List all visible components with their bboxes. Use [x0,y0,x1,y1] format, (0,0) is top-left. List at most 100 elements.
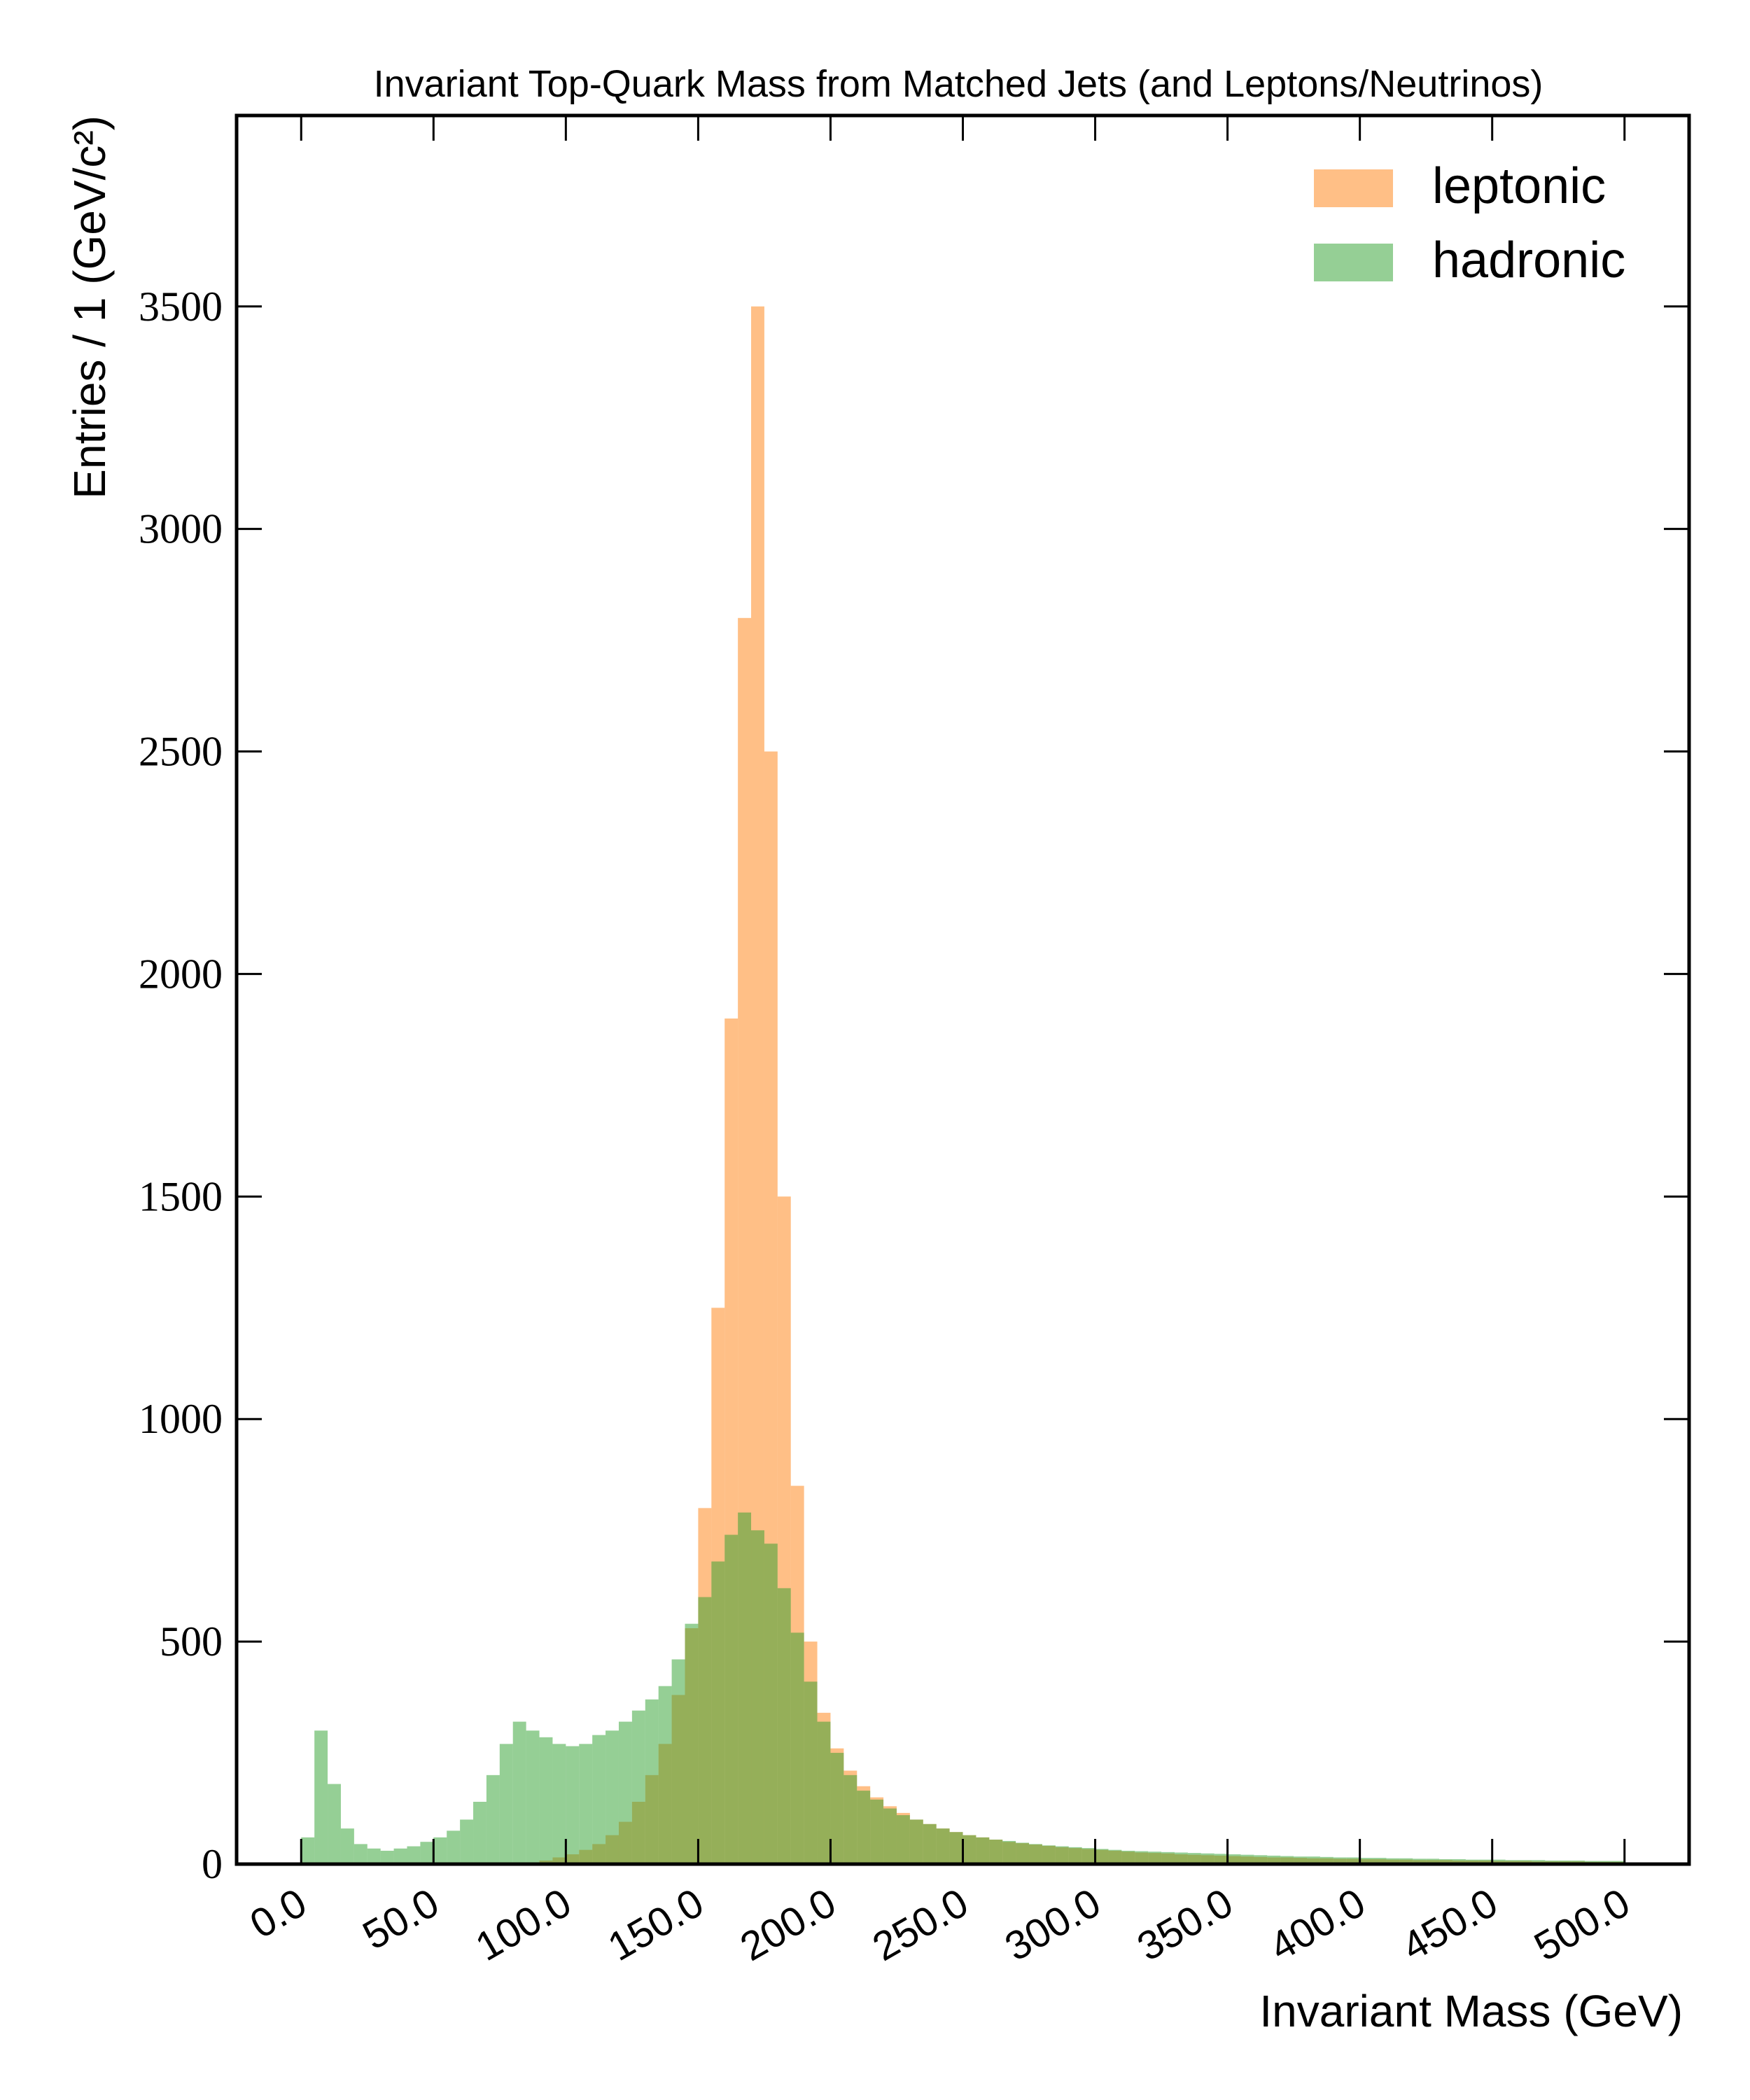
histogram-bar [976,1837,990,1864]
histogram-bar [1254,1855,1268,1864]
legend-label: hadronic [1432,232,1625,288]
y-axis-label: Entries / 1 (GeV/c²) [64,115,115,499]
histogram-bar [592,1735,606,1864]
histogram-bar [711,1561,725,1864]
histogram-bar [1135,1851,1149,1864]
legend-swatch [1314,169,1393,207]
legend: leptonic hadronic [1314,158,1625,288]
histogram-bar [909,1819,923,1864]
y-tick-label: 500 [160,1618,223,1665]
histogram-bar [658,1686,672,1864]
histogram-bar [328,1784,341,1864]
histogram-bar [512,1721,526,1864]
histogram-bar [1108,1849,1122,1864]
histogram-bar [1174,1852,1188,1864]
histogram-bar [817,1721,831,1864]
histogram-bar [962,1835,976,1864]
histogram-bar [1187,1853,1201,1864]
histogram-bar [1359,1858,1373,1864]
histogram-bar [631,1710,645,1864]
histogram-bar [724,1534,738,1864]
histogram-bar [1016,1842,1030,1864]
histogram-bar [1386,1858,1400,1864]
histogram-bar [764,1544,778,1864]
histogram-bar [1532,1860,1546,1864]
histogram-bar [1426,1858,1440,1864]
histogram-bar [1333,1857,1347,1864]
histogram-bar [1545,1860,1559,1864]
histogram-bar [1399,1858,1413,1864]
histogram-bar [1227,1854,1241,1864]
y-tick-label: 0 [202,1841,223,1887]
y-tick-label: 2500 [139,729,223,775]
histogram-bar [1465,1859,1479,1864]
histogram-bar [1214,1854,1228,1864]
histogram-bar [420,1842,434,1864]
histogram-bar [433,1837,447,1864]
histogram-bar [552,1744,566,1864]
histogram-bar [1373,1858,1387,1864]
histogram-bar [1439,1859,1452,1864]
histogram-bar [698,1597,712,1864]
histogram-bar [685,1623,699,1864]
histogram-bar [777,1588,791,1864]
histogram-bar [1082,1848,1096,1864]
histogram-bar [1492,1859,1506,1864]
histogram-bar [645,1699,659,1864]
histogram-series [301,1512,1625,1864]
histogram-bar [618,1721,632,1864]
histogram-bar [1200,1853,1214,1864]
histogram-bar [407,1846,421,1864]
histogram-bar [923,1823,937,1864]
histogram-bar [738,1512,752,1864]
histogram-bar [486,1774,500,1864]
histogram-bar [936,1828,950,1864]
histogram-bar [1505,1860,1519,1864]
histogram-bar [539,1737,553,1864]
histogram-bar [367,1848,381,1864]
histogram-bar [1240,1854,1254,1864]
histogram-bar [1042,1845,1056,1864]
histogram-bar [844,1774,858,1864]
histogram-bar [447,1830,461,1864]
histogram-bar [790,1632,804,1864]
histogram-bar [340,1828,354,1864]
histogram-bar [870,1799,884,1864]
histogram-bar [1002,1840,1016,1864]
histogram-bar [830,1753,844,1864]
histogram-bar [499,1744,513,1864]
histogram-bar [579,1744,593,1864]
histogram-bar [1280,1856,1294,1864]
legend-label: leptonic [1432,158,1606,214]
legend-swatch [1314,244,1393,281]
histogram-bar [393,1848,407,1864]
histogram-bar [354,1844,368,1864]
histogram-bar [671,1659,685,1864]
histogram-bar [606,1730,619,1864]
histogram-bar [1055,1846,1069,1864]
histogram-bar [526,1730,540,1864]
histogram-bar [1267,1855,1281,1864]
histogram-bar [301,1837,315,1864]
histogram-bar [1029,1844,1042,1864]
histogram-bar [751,1530,764,1864]
histogram-bar [1452,1859,1466,1864]
histogram-bar [751,306,764,1864]
histogram-bar [1478,1859,1492,1864]
histogram-bar [1346,1857,1360,1864]
histogram-bar [566,1746,580,1864]
histogram-bar [949,1832,963,1864]
histogram-bar [1413,1858,1427,1864]
histogram-bar [1068,1847,1082,1864]
histogram-bar [1161,1851,1175,1864]
histogram-bar [1320,1856,1334,1864]
y-tick-label: 2000 [139,951,223,997]
chart-title: Invariant Top-Quark Mass from Matched Je… [374,63,1544,105]
histogram-bar [1148,1851,1162,1864]
histogram-bar [896,1815,910,1864]
y-tick-label: 1000 [139,1396,223,1442]
histogram-bar [804,1681,818,1864]
histogram-bar [857,1791,871,1864]
